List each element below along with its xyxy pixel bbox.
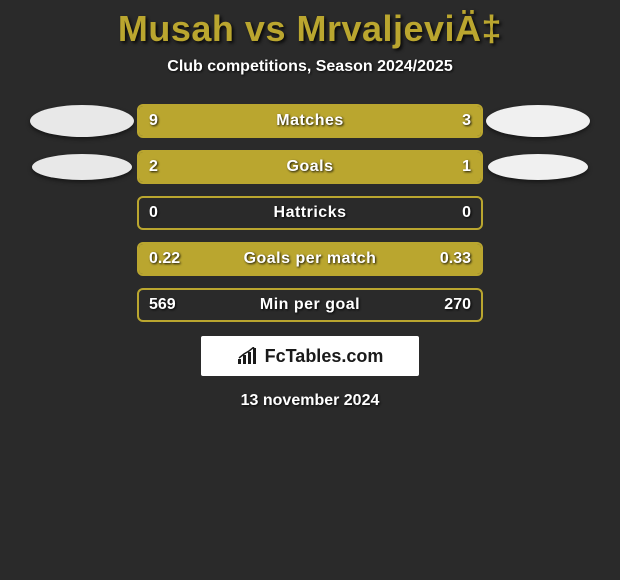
fctables-logo[interactable]: FcTables.com [201,336,419,376]
stat-value-right: 0.33 [440,250,471,268]
logo-container: FcTables.com [0,336,620,376]
stat-value-left: 0 [149,204,158,222]
bar-fill-left [139,106,389,136]
stat-value-right: 3 [462,112,471,130]
avatar-slot-right [483,105,593,137]
stat-label: Min per goal [260,296,360,314]
stat-row: 9 3 Matches [0,104,620,138]
player-avatar-right [488,154,588,180]
stat-row: 569 270 Min per goal [0,288,620,322]
comparison-infographic: Musah vs MrvaljeviÄ‡ Club competitions, … [0,0,620,410]
stat-label: Goals [287,158,334,176]
stat-value-left: 2 [149,158,158,176]
subtitle: Club competitions, Season 2024/2025 [0,58,620,76]
player-avatar-left [32,154,132,180]
stat-label: Goals per match [244,250,377,268]
page-title: Musah vs MrvaljeviÄ‡ [0,8,620,50]
avatar-slot-right [483,154,593,180]
avatar-slot-left [27,154,137,180]
player-avatar-left [30,105,134,137]
stat-label: Hattricks [274,204,347,222]
player-avatar-right [486,105,590,137]
stat-value-left: 569 [149,296,176,314]
stat-bar: 0.22 0.33 Goals per match [137,242,483,276]
avatar-slot-left [27,105,137,137]
stat-value-left: 9 [149,112,158,130]
stat-row: 0.22 0.33 Goals per match [0,242,620,276]
stat-bar: 9 3 Matches [137,104,483,138]
stat-bar: 2 1 Goals [137,150,483,184]
stat-value-right: 270 [444,296,471,314]
stat-value-right: 1 [462,158,471,176]
stat-value-right: 0 [462,204,471,222]
date-label: 13 november 2024 [0,392,620,410]
bar-fill-left [139,152,368,182]
stat-value-left: 0.22 [149,250,180,268]
logo-text: FcTables.com [265,346,384,367]
stat-label: Matches [276,112,344,130]
stat-bar: 569 270 Min per goal [137,288,483,322]
chart-icon [237,347,259,365]
stat-bar: 0 0 Hattricks [137,196,483,230]
stat-rows: 9 3 Matches 2 1 Goals 0 0 Hattricks 0.22 0.33 Goals… [0,104,620,322]
stat-row: 2 1 Goals [0,150,620,184]
stat-row: 0 0 Hattricks [0,196,620,230]
